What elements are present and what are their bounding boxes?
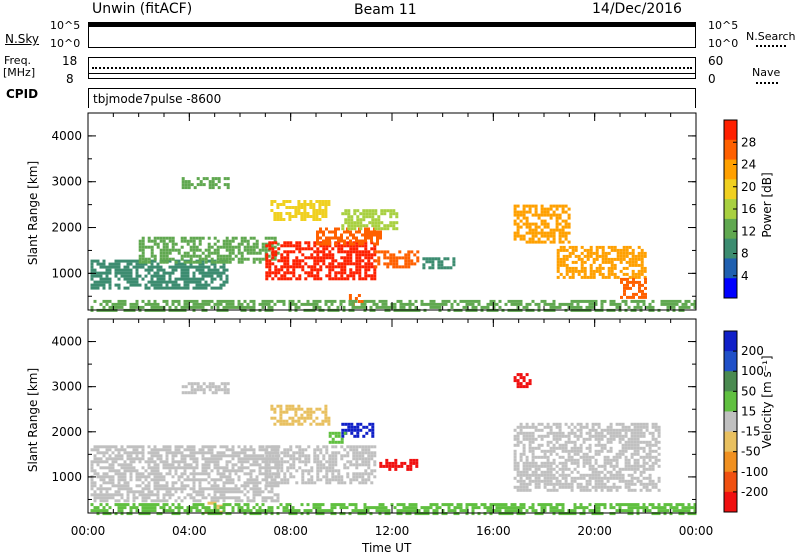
plot-title: Unwin (fitACF) bbox=[92, 1, 193, 17]
colorbar-tick-label-0-5: 24 bbox=[741, 158, 756, 172]
colorbar-seg-0-8 bbox=[724, 278, 737, 299]
nsky-trace bbox=[89, 23, 695, 27]
nave-tick-top: 60 bbox=[708, 54, 724, 68]
nave-legend-line bbox=[756, 82, 778, 84]
freq-units: [MHz] bbox=[3, 66, 36, 79]
y-tick-label-1-2: 3000 bbox=[51, 380, 82, 394]
x-tick-label-5: 20:00 bbox=[577, 524, 612, 538]
y-tick-label-1-1: 2000 bbox=[51, 425, 82, 439]
y-tick-label-0-3: 4000 bbox=[51, 129, 82, 143]
colorbar-tick-label-0-2: 12 bbox=[741, 224, 756, 238]
colorbar-seg-0-3 bbox=[724, 179, 737, 200]
x-axis-label: Time UT bbox=[362, 541, 412, 555]
colorbar-tick-label-1-3: 15 bbox=[741, 404, 756, 418]
colorbar-tick-label-1-2: 50 bbox=[741, 384, 756, 398]
x-tick-label-3: 12:00 bbox=[375, 524, 410, 538]
cpid-text: tbjmode7pulse -8600 bbox=[93, 92, 222, 106]
nave-tick-bottom: 0 bbox=[708, 72, 716, 86]
data-region-0-6 bbox=[341, 209, 399, 231]
freq-tick-top: 18 bbox=[62, 54, 78, 68]
cpid-panel bbox=[88, 88, 696, 108]
y-tick-label-0-1: 2000 bbox=[51, 221, 82, 235]
data-region-0-11 bbox=[620, 277, 647, 299]
colorbar-tick-label-0-1: 8 bbox=[741, 247, 749, 261]
nave-trace bbox=[89, 73, 695, 74]
colorbar-frame-1 bbox=[723, 330, 738, 513]
colorbar-seg-0-7 bbox=[724, 258, 737, 279]
colorbar-tick-label-0-4: 20 bbox=[741, 180, 756, 194]
data-region-1-2 bbox=[181, 382, 230, 395]
y-tick-label-1-0: 1000 bbox=[51, 470, 82, 484]
y-tick-label-0-0: 1000 bbox=[51, 266, 82, 280]
data-region-0-8 bbox=[422, 257, 456, 270]
nsearch-tick-top: 10^5 bbox=[708, 19, 739, 32]
x-tick-label-4: 16:00 bbox=[476, 524, 511, 538]
data-region-0-10 bbox=[556, 245, 647, 279]
data-region-1-10 bbox=[90, 503, 697, 516]
data-region-0-5 bbox=[270, 200, 331, 221]
data-region-0-2 bbox=[265, 241, 377, 281]
colorbar-tick-label-0-6: 28 bbox=[741, 135, 756, 149]
data-region-0-9 bbox=[513, 204, 571, 244]
data-region-1-7 bbox=[513, 422, 661, 492]
colorbar-seg-0-5 bbox=[724, 218, 737, 240]
data-region-0-7 bbox=[374, 250, 420, 269]
colorbar-tick-label-1-7: -200 bbox=[741, 485, 768, 499]
colorbar-seg-1-4 bbox=[724, 411, 737, 433]
colorbar-seg-1-2 bbox=[724, 371, 737, 392]
colorbar-seg-0-0 bbox=[724, 120, 737, 141]
beam-label: Beam 11 bbox=[354, 2, 417, 18]
freq-label: Freq. bbox=[4, 54, 32, 67]
colorbar-seg-0-4 bbox=[724, 199, 737, 220]
freq-tick-bottom: 8 bbox=[66, 72, 74, 86]
x-tick-label-6: 00:00 bbox=[679, 524, 714, 538]
colorbar-tick-label-1-1: 100 bbox=[741, 364, 764, 378]
colorbar-seg-1-7 bbox=[724, 471, 737, 493]
colorbar-seg-1-0 bbox=[724, 331, 737, 352]
freq-trace bbox=[92, 67, 692, 69]
data-region-1-5 bbox=[328, 431, 347, 444]
colorbar-tick-label-1-5: -50 bbox=[741, 445, 761, 459]
y-tick-label-0-2: 3000 bbox=[51, 175, 82, 189]
date-label: 14/Dec/2016 bbox=[592, 1, 682, 17]
colorbar-seg-1-6 bbox=[724, 451, 737, 473]
colorbar-tick-label-1-6: -100 bbox=[741, 465, 768, 479]
x-tick-label-1: 04:00 bbox=[172, 524, 207, 538]
data-region-1-6 bbox=[379, 458, 419, 471]
cpid-label: CPID bbox=[6, 87, 39, 101]
colorbar-seg-0-1 bbox=[724, 139, 737, 161]
nsky-tick-top: 10^5 bbox=[50, 19, 81, 32]
y-tick-label-1-3: 4000 bbox=[51, 335, 82, 349]
colorbar-seg-1-5 bbox=[724, 431, 737, 453]
colorbar-tick-label-0-3: 16 bbox=[741, 202, 756, 216]
data-region-0-4 bbox=[181, 177, 230, 190]
x-tick-label-2: 08:00 bbox=[273, 524, 308, 538]
nsky-tick-bottom: 10^0 bbox=[50, 37, 81, 50]
data-region-0-1 bbox=[138, 236, 280, 264]
colorbar-seg-0-2 bbox=[724, 159, 737, 180]
data-region-1-8 bbox=[513, 373, 532, 389]
data-region-1-1 bbox=[265, 445, 377, 485]
nsearch-label: N.Search bbox=[746, 30, 796, 43]
nsearch-tick-bottom: 10^0 bbox=[708, 37, 739, 50]
colorbar-seg-1-8 bbox=[724, 491, 737, 513]
nsearch-legend-line bbox=[756, 45, 786, 47]
x-tick-label-0: 00:00 bbox=[71, 524, 106, 538]
data-region-1-3 bbox=[270, 404, 331, 426]
nave-label: Nave bbox=[752, 66, 781, 79]
colorbar-seg-0-6 bbox=[724, 238, 737, 259]
colorbar-tick-label-1-4: -15 bbox=[741, 425, 761, 439]
nsky-label: N.Sky bbox=[5, 32, 40, 46]
colorbar-seg-1-3 bbox=[724, 391, 737, 412]
colorbar-tick-label-0-0: 4 bbox=[741, 269, 749, 283]
colorbar-tick-label-1-0: 200 bbox=[741, 344, 764, 358]
colorbar-seg-1-1 bbox=[724, 351, 737, 372]
